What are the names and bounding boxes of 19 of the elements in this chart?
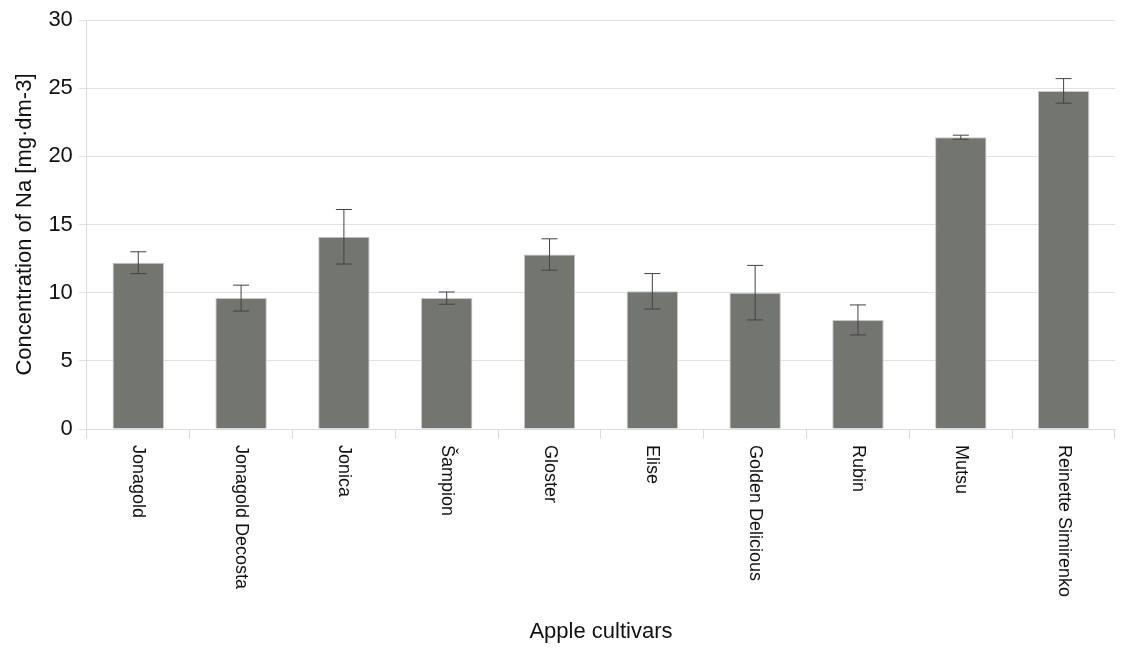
y-tick-label: 10 [48, 278, 73, 304]
y-axis-title: Concentration of Na [mg·dm-3] [11, 73, 37, 376]
x-tick-label: Rubin [849, 445, 869, 493]
x-tick-label: Gloster [540, 445, 561, 504]
x-tick-label: Jonagold [129, 445, 150, 519]
x-tick-label: Mutsu [951, 445, 972, 495]
y-tick-label: 20 [48, 142, 73, 168]
y-tick-label: 0 [60, 415, 73, 441]
x-tick-label: Reinette Simirenko [1054, 445, 1075, 598]
y-tick-label: 15 [48, 210, 73, 236]
y-tick-label: 30 [48, 6, 73, 32]
x-tick-label: Elise [643, 445, 664, 485]
x-tick-label: Šampion [437, 445, 459, 517]
y-tick-label: 5 [60, 346, 73, 372]
x-axis-title: Apple cultivars [529, 617, 673, 643]
x-tick-label: Golden Delicious [746, 445, 767, 582]
x-tick-label: Jonagold Decosta [232, 445, 253, 591]
y-tick-label: 25 [48, 74, 73, 100]
x-tick-label: Jonica [334, 445, 355, 499]
